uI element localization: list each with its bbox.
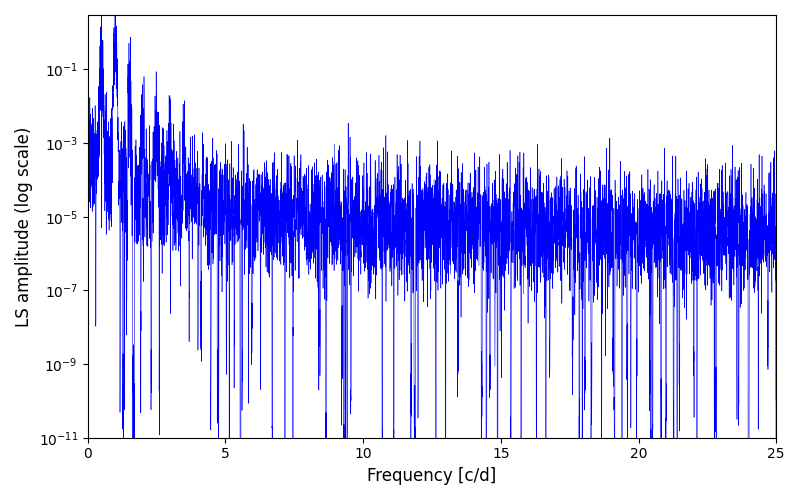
X-axis label: Frequency [c/d]: Frequency [c/d] — [367, 467, 497, 485]
Y-axis label: LS amplitude (log scale): LS amplitude (log scale) — [15, 126, 33, 326]
